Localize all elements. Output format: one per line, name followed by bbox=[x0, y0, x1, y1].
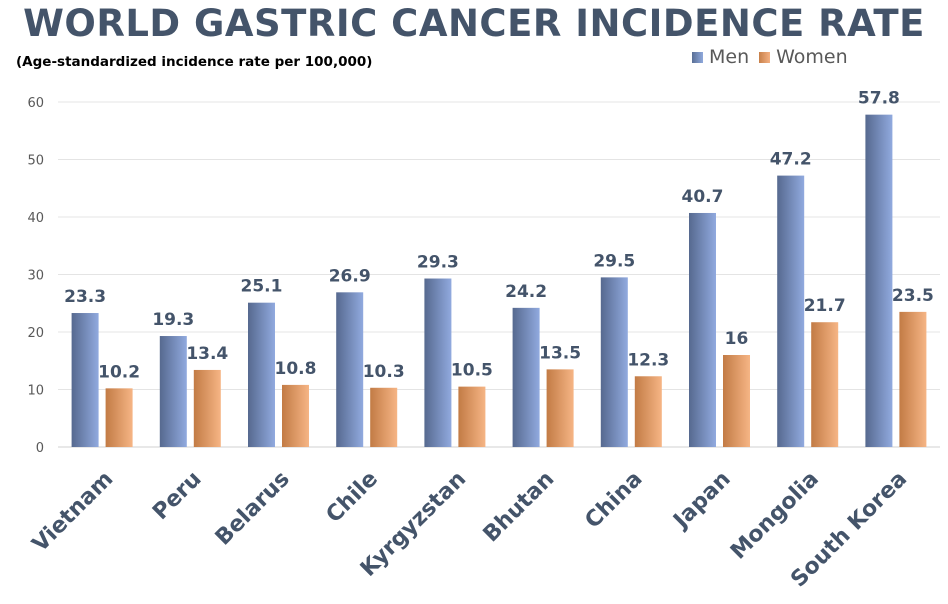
y-tick-label: 40 bbox=[27, 211, 44, 226]
y-tick-label: 50 bbox=[27, 154, 44, 169]
legend: Men Women bbox=[692, 46, 848, 68]
bar-men-south-korea bbox=[865, 114, 893, 448]
data-label: 16 bbox=[725, 329, 749, 349]
bar-women-china bbox=[634, 376, 662, 447]
bar-men-mongolia bbox=[777, 175, 805, 447]
x-tick-label: Mongolia bbox=[726, 467, 824, 565]
data-label: 13.4 bbox=[186, 344, 228, 364]
bar-men-vietnam bbox=[71, 313, 99, 447]
x-tick-label: Chile bbox=[322, 467, 383, 528]
data-label: 10.8 bbox=[275, 359, 317, 379]
bar-men-peru bbox=[159, 336, 187, 447]
legend-swatch-men bbox=[692, 51, 703, 63]
legend-label-women: Women bbox=[776, 46, 848, 68]
bar-men-belarus bbox=[248, 302, 275, 447]
bar-men-japan bbox=[689, 212, 716, 447]
data-label: 21.7 bbox=[804, 296, 846, 316]
data-label: 23.3 bbox=[64, 287, 106, 307]
x-tick-label: Bhutan bbox=[479, 467, 560, 548]
x-tick-label: Japan bbox=[668, 467, 736, 535]
data-label: 12.3 bbox=[627, 350, 669, 370]
x-tick-label: Peru bbox=[148, 467, 206, 525]
x-tick-label: Belarus bbox=[211, 467, 295, 551]
data-label: 40.7 bbox=[682, 187, 724, 207]
bar-men-china bbox=[600, 277, 628, 447]
bar-women-mongolia bbox=[811, 322, 839, 447]
bar-women-chile bbox=[370, 387, 398, 447]
data-label: 10.3 bbox=[363, 362, 405, 382]
bar-women-vietnam bbox=[105, 388, 133, 447]
bar-men-bhutan bbox=[512, 307, 540, 447]
data-label: 10.5 bbox=[451, 361, 493, 381]
bar-men-kyrgyzstan bbox=[424, 278, 452, 447]
legend-swatch-women bbox=[759, 51, 771, 63]
bars bbox=[71, 114, 927, 448]
y-tick-label: 30 bbox=[27, 269, 44, 284]
y-tick-label: 60 bbox=[27, 96, 44, 111]
legend-label-men: Men bbox=[709, 46, 750, 68]
bar-women-belarus bbox=[282, 384, 309, 447]
x-tick-label: China bbox=[580, 467, 647, 534]
legend-item-women: Women bbox=[759, 46, 848, 68]
data-label: 10.2 bbox=[98, 362, 140, 382]
data-label: 13.5 bbox=[539, 343, 581, 363]
bar-women-kyrgyzstan bbox=[458, 386, 486, 447]
data-label: 24.2 bbox=[505, 282, 547, 302]
y-tick-label: 10 bbox=[27, 384, 44, 399]
chart-title: WORLD GASTRIC CANCER INCIDENCE RATE bbox=[23, 2, 925, 45]
data-label: 57.8 bbox=[858, 89, 900, 109]
data-labels: 23.3 10.2 19.3 13.4 25.1 10.8 26.9 10.3 29.3 10.5… bbox=[64, 89, 934, 383]
y-tick-label: 0 bbox=[36, 441, 44, 456]
data-label: 29.5 bbox=[593, 251, 635, 271]
legend-item-men: Men bbox=[692, 46, 749, 68]
bar-women-peru bbox=[193, 369, 221, 447]
bar-women-bhutan bbox=[546, 369, 574, 447]
chart-subtitle: (Age-standardized incidence rate per 100… bbox=[16, 54, 373, 70]
bar-men-chile bbox=[336, 292, 364, 447]
data-label: 19.3 bbox=[152, 310, 194, 330]
data-label: 26.9 bbox=[329, 266, 371, 286]
x-tick-label: Vietnam bbox=[28, 467, 119, 558]
y-axis: 0 10 20 30 40 50 60 bbox=[27, 96, 44, 456]
data-label: 25.1 bbox=[241, 277, 283, 297]
bar-women-south-korea bbox=[899, 311, 927, 447]
y-tick-label: 20 bbox=[27, 326, 44, 341]
bar-women-japan bbox=[723, 355, 750, 447]
data-label: 47.2 bbox=[770, 150, 812, 170]
data-label: 29.3 bbox=[417, 253, 459, 273]
data-label: 23.5 bbox=[892, 286, 934, 306]
